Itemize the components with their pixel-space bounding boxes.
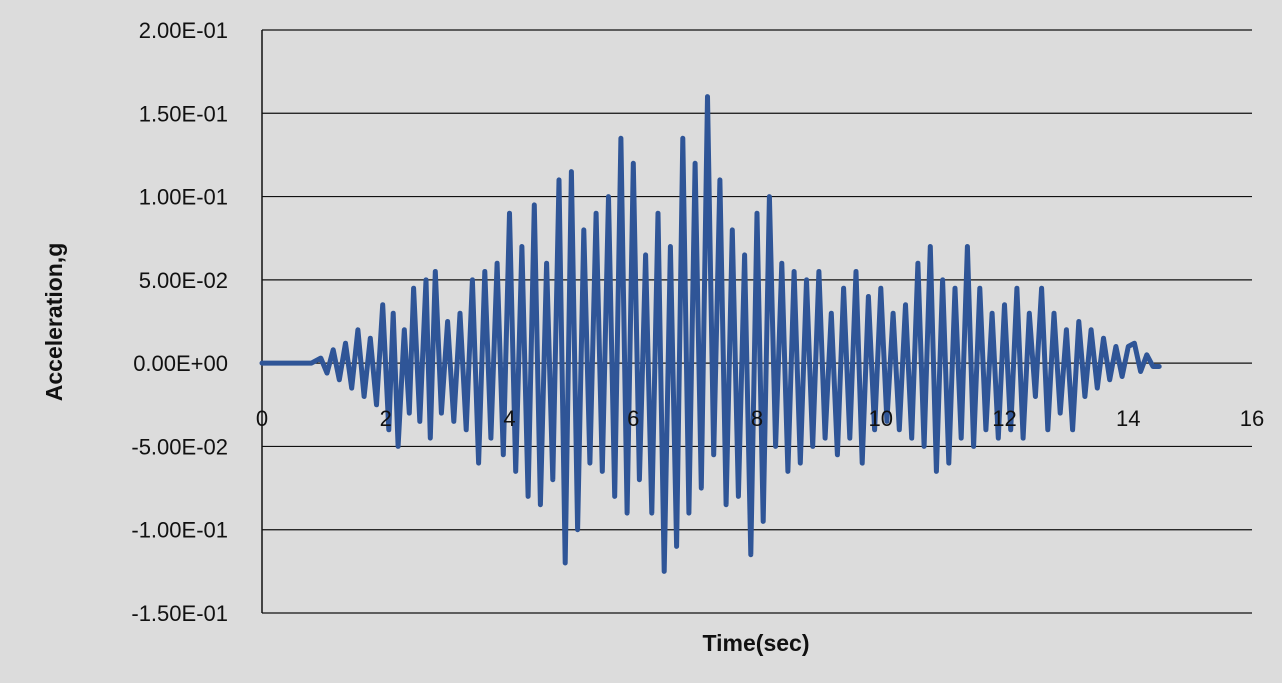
- y-tick-labels: 2.00E-01 1.50E-01 1.00E-01 5.00E-02 0.00E+00…: [131, 18, 228, 626]
- y-tick-label: -5.00E-02: [131, 434, 228, 459]
- x-tick-labels: 0 2 4 6 8 10 12 14 16: [256, 406, 1264, 431]
- x-tick-label: 16: [1240, 406, 1264, 431]
- x-tick-label: 10: [869, 406, 893, 431]
- series-line: [259, 94, 1162, 574]
- x-tick-label: 14: [1116, 406, 1140, 431]
- series-layer: [259, 94, 1162, 574]
- x-tick-label: 12: [992, 406, 1016, 431]
- x-tick-label: 2: [380, 406, 392, 431]
- x-tick-label: 4: [503, 406, 515, 431]
- y-tick-label: 1.00E-01: [139, 185, 228, 210]
- x-axis-label: Time(sec): [703, 630, 810, 656]
- x-tick-label: 6: [627, 406, 639, 431]
- y-tick-label: -1.00E-01: [131, 518, 228, 543]
- x-tick-label: 8: [751, 406, 763, 431]
- y-tick-label: 1.50E-01: [139, 101, 228, 126]
- x-tick-label: 0: [256, 406, 268, 431]
- y-tick-label: -1.50E-01: [131, 601, 228, 626]
- y-tick-label: 2.00E-01: [139, 18, 228, 43]
- y-axis-label: Acceleration,g: [41, 243, 67, 402]
- y-tick-label: 5.00E-02: [139, 268, 228, 293]
- y-tick-label: 0.00E+00: [133, 351, 228, 376]
